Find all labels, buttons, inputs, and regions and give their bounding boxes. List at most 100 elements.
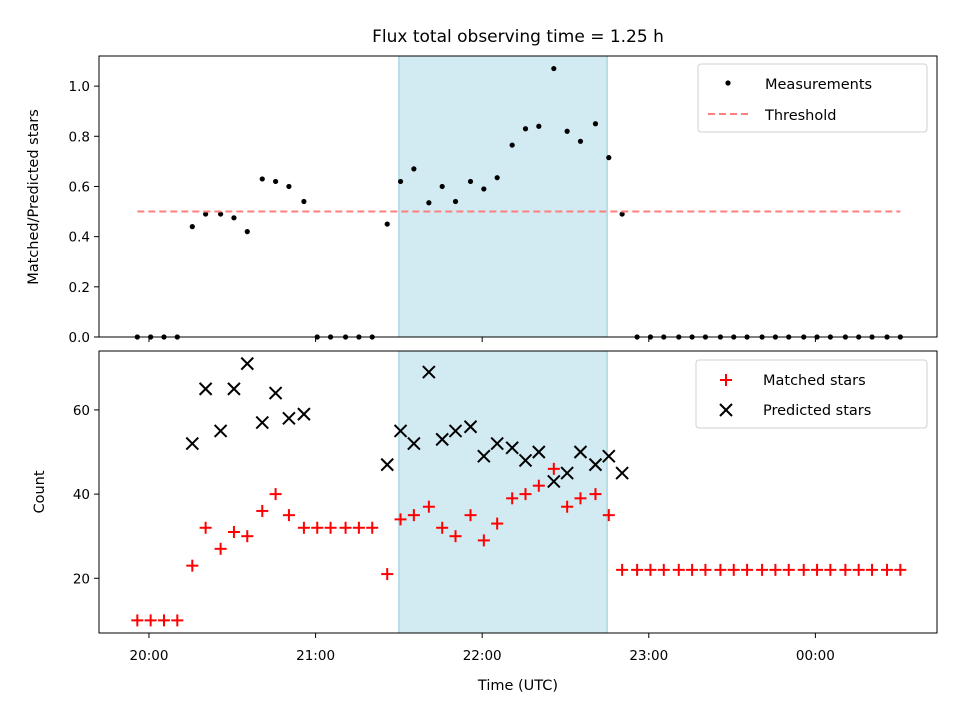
- predicted-star-point: [448, 424, 463, 438]
- matched-star-point: [811, 563, 824, 576]
- measurement-point: [244, 229, 250, 235]
- predicted-star-point: [282, 411, 296, 426]
- matched-star-point: [407, 509, 420, 522]
- predicted-star-point: [477, 449, 491, 463]
- matched-star-point: [491, 517, 504, 530]
- matched-star-point: [782, 563, 795, 576]
- measurement-point: [467, 178, 474, 185]
- matched-star-point: [866, 563, 879, 576]
- bottom-x-ticks: 20:00 21:00 22:00 23:00 00:00: [130, 633, 835, 664]
- top-y-tick-label: 0.6: [69, 179, 90, 195]
- matched-star-point: [602, 509, 615, 522]
- measurement-point: [426, 200, 432, 206]
- measurement-point: [439, 183, 445, 190]
- matched-star-point: [532, 479, 545, 492]
- matched-star-point: [381, 568, 394, 581]
- matched-star-point: [131, 614, 144, 627]
- predicted-star-point: [463, 420, 478, 434]
- matched-star-point: [171, 614, 184, 627]
- matched-star-point: [741, 563, 754, 576]
- matched-star-point: [852, 563, 865, 576]
- matched-star-point: [311, 521, 324, 534]
- measurement-point: [551, 65, 557, 72]
- matched-star-point: [422, 500, 435, 513]
- top-plot-frame: [98, 55, 938, 338]
- matched-star-point: [699, 563, 712, 576]
- top-legend: Measurements Threshold: [697, 63, 928, 133]
- predicted-star-point: [547, 474, 561, 489]
- top-y-tick-label: 1.0: [69, 79, 90, 95]
- matched-star-point: [824, 563, 837, 576]
- matched-star-point: [616, 563, 629, 576]
- matched-star-point: [214, 542, 227, 555]
- matched-star-point: [686, 563, 699, 576]
- top-y-tick-label: 0.4: [69, 230, 90, 246]
- matched-star-point: [227, 525, 240, 538]
- x-tick-label: 00:00: [796, 648, 835, 664]
- matched-star-point: [631, 563, 644, 576]
- matched-star-point: [547, 462, 560, 475]
- chart-title: Flux total observing time = 1.25 h: [372, 27, 664, 47]
- matched-star-point: [727, 563, 740, 576]
- predicted-star-point: [560, 466, 574, 480]
- legend-matched-marker: [720, 374, 732, 386]
- predicted-star-point: [240, 356, 254, 371]
- predicted-star-point: [227, 382, 241, 396]
- measurement-point: [189, 224, 195, 230]
- matched-star-point: [241, 530, 254, 543]
- matched-star-point: [477, 534, 490, 547]
- predicted-star-point: [532, 445, 546, 459]
- matched-star-point: [366, 521, 379, 534]
- matched-star-point: [449, 530, 462, 543]
- matched-star-point: [436, 521, 449, 534]
- predicted-star-point: [297, 407, 311, 421]
- predicted-star-point: [518, 453, 533, 468]
- matched-star-point: [352, 521, 365, 534]
- predicted-star-point: [422, 365, 436, 379]
- matched-star-point: [394, 513, 407, 526]
- measurement-point: [592, 121, 599, 127]
- bottom-y-axis-label: Count: [32, 470, 48, 513]
- matched-star-point: [324, 521, 337, 534]
- top-y-tick-label: 0.2: [69, 280, 90, 296]
- measurement-point: [577, 138, 584, 144]
- x-tick-label: 22:00: [463, 648, 502, 664]
- bottom-y-tick-label: 40: [73, 487, 90, 503]
- bottom-shaded-interval: [398, 350, 608, 634]
- matched-star-point: [144, 614, 157, 627]
- matched-star-point: [589, 488, 602, 501]
- predicted-star-point: [198, 382, 213, 396]
- bottom-marks: [131, 356, 907, 627]
- predicted-star-point: [615, 466, 629, 480]
- measurement-point: [411, 166, 417, 172]
- matched-star-point: [157, 614, 170, 627]
- measurement-point: [286, 183, 292, 190]
- matched-star-point: [756, 563, 769, 576]
- predicted-star-point: [588, 457, 603, 472]
- matched-star-point: [282, 509, 295, 522]
- top-y-axis-label: Matched/Predicted stars: [26, 109, 42, 285]
- top-legend-box: [697, 63, 928, 133]
- predicted-star-point: [380, 457, 394, 472]
- matched-star-point: [269, 488, 282, 501]
- matched-star-point: [769, 563, 782, 576]
- predicted-star-point: [435, 432, 449, 447]
- matched-star-point: [714, 563, 727, 576]
- bottom-y-ticks: 20 40 60: [73, 403, 99, 587]
- legend-predicted-marker: [719, 403, 733, 417]
- measurement-point: [397, 178, 404, 185]
- measurement-point: [494, 175, 500, 181]
- measurement-point: [481, 186, 487, 192]
- predicted-star-point: [490, 436, 504, 451]
- matched-star-point: [464, 509, 477, 522]
- bottom-legend: Matched stars Predicted stars: [695, 359, 928, 429]
- matched-star-point: [839, 563, 852, 576]
- bottom-panel: 20 40 60 20:00 21:00 22:00 23:00 00:00 Count T…: [32, 350, 938, 694]
- matched-star-point: [894, 563, 907, 576]
- measurement-point: [301, 198, 307, 205]
- predicted-star-point: [393, 424, 408, 438]
- predicted-star-point: [213, 424, 228, 438]
- measurement-point: [384, 221, 390, 227]
- matched-star-point: [339, 521, 352, 534]
